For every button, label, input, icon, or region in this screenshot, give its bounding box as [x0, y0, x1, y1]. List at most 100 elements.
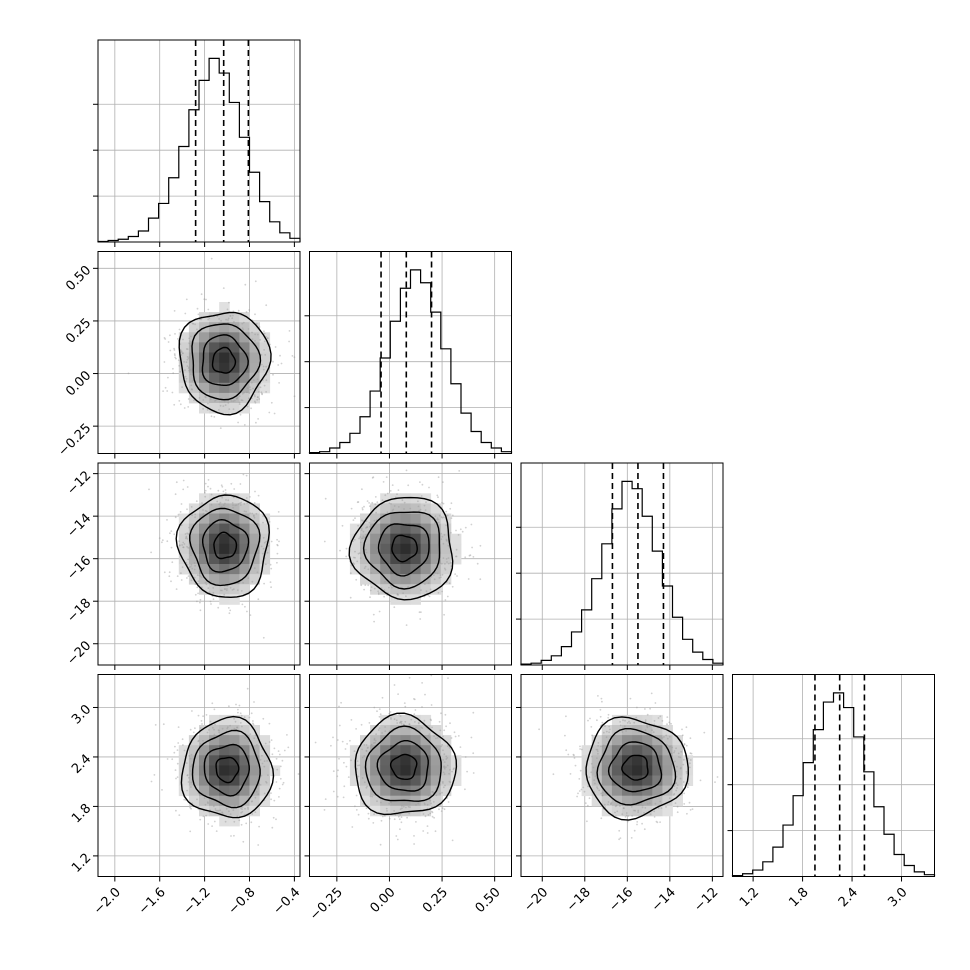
scatter-point [578, 778, 581, 780]
density-cell [219, 815, 230, 827]
scatter-point [203, 298, 206, 301]
scatter-point [388, 586, 390, 589]
scatter-point [368, 502, 370, 504]
scatter-point [687, 783, 690, 785]
y-tick-label: 2.4 [69, 752, 94, 777]
scatter-point [194, 583, 197, 585]
scatter-point [233, 820, 236, 823]
scatter-point [262, 368, 265, 371]
scatter-point [188, 342, 191, 345]
y-tick-label: 1.8 [69, 801, 94, 826]
scatter-point [275, 757, 278, 760]
scatter-point [258, 326, 261, 328]
density-cell [249, 543, 260, 555]
scatter-point [240, 714, 243, 717]
scatter-point [472, 556, 475, 558]
density-cell [420, 785, 432, 797]
contours [348, 496, 454, 601]
scatter-point [170, 530, 173, 532]
scatter-point [210, 415, 213, 418]
scatter-point [188, 356, 191, 358]
scatter-point [398, 721, 401, 724]
density-cell [219, 513, 230, 524]
scatter-point [274, 346, 277, 348]
scatter-point [624, 719, 626, 722]
scatter-point [185, 536, 188, 539]
density-cell [632, 795, 643, 807]
scatter-point [564, 734, 566, 737]
scatter-point [283, 749, 286, 752]
scatter-point [234, 323, 237, 326]
scatter-point [239, 504, 242, 506]
scatter-point [646, 713, 649, 716]
scatter-point [448, 746, 451, 749]
scatter-point [240, 501, 243, 504]
density-cell [219, 714, 230, 726]
scatter-point [231, 502, 234, 504]
scatter-point [610, 803, 612, 805]
scatter-point [644, 719, 647, 722]
density-cell [380, 503, 391, 514]
scatter-point [258, 398, 261, 400]
scatter-point [266, 551, 269, 554]
scatter-point [587, 785, 589, 788]
scatter-point [249, 386, 251, 388]
scatter-point [221, 727, 224, 730]
density-cell [219, 725, 230, 736]
scatter-point [186, 356, 189, 358]
scatter-point [267, 544, 270, 547]
density-cell [420, 543, 432, 555]
density-cell [199, 382, 210, 394]
scatter-point [438, 577, 441, 579]
scatter-point [408, 812, 411, 815]
scatter-point [444, 768, 446, 770]
scatter-point [437, 476, 440, 479]
scatter-point [182, 744, 184, 746]
scatter-point [199, 818, 202, 821]
scatter-point [174, 745, 176, 748]
density-cell [400, 805, 411, 817]
density-cell [239, 574, 250, 585]
scatter-point [683, 803, 686, 805]
scatter-point [366, 526, 368, 528]
scatter-point [242, 840, 245, 843]
scatter-point [194, 513, 197, 516]
scatter-point [677, 756, 680, 758]
density-cell [249, 362, 260, 374]
scatter-point [188, 526, 190, 529]
scatter-point [207, 318, 210, 321]
scatter-point [249, 388, 252, 391]
scatter-point [178, 328, 181, 331]
density-cell [229, 553, 240, 565]
scatter-point [191, 388, 194, 391]
scatter-point [245, 497, 248, 499]
scatter-point [182, 479, 185, 482]
scatter-point [216, 315, 219, 318]
scatter-point [370, 572, 373, 574]
density-cell [259, 372, 271, 384]
scatter-point [268, 722, 271, 725]
scatter-point [227, 607, 230, 609]
scatter-point [253, 502, 256, 504]
scatter-point [434, 830, 437, 833]
scatter-point [222, 405, 225, 407]
scatter-point [366, 747, 369, 749]
scatter-point [454, 573, 457, 575]
scatter-point [252, 514, 255, 517]
scatter-point [682, 763, 685, 766]
scatter-point [265, 780, 267, 783]
contour-line [180, 715, 275, 819]
scatter-point [703, 731, 706, 734]
scatter-point [226, 726, 229, 729]
scatter-point [641, 806, 644, 809]
density-cell [249, 392, 260, 404]
scatter-point [384, 726, 386, 728]
scatter-point [654, 802, 657, 805]
scatter-point [227, 401, 230, 404]
scatter-point [618, 829, 621, 832]
scatter-point [272, 360, 274, 363]
scatter-point [409, 507, 412, 510]
scatter-point [194, 593, 197, 596]
y-tick-label: 0.25 [63, 316, 94, 347]
scatter-point [682, 758, 685, 761]
